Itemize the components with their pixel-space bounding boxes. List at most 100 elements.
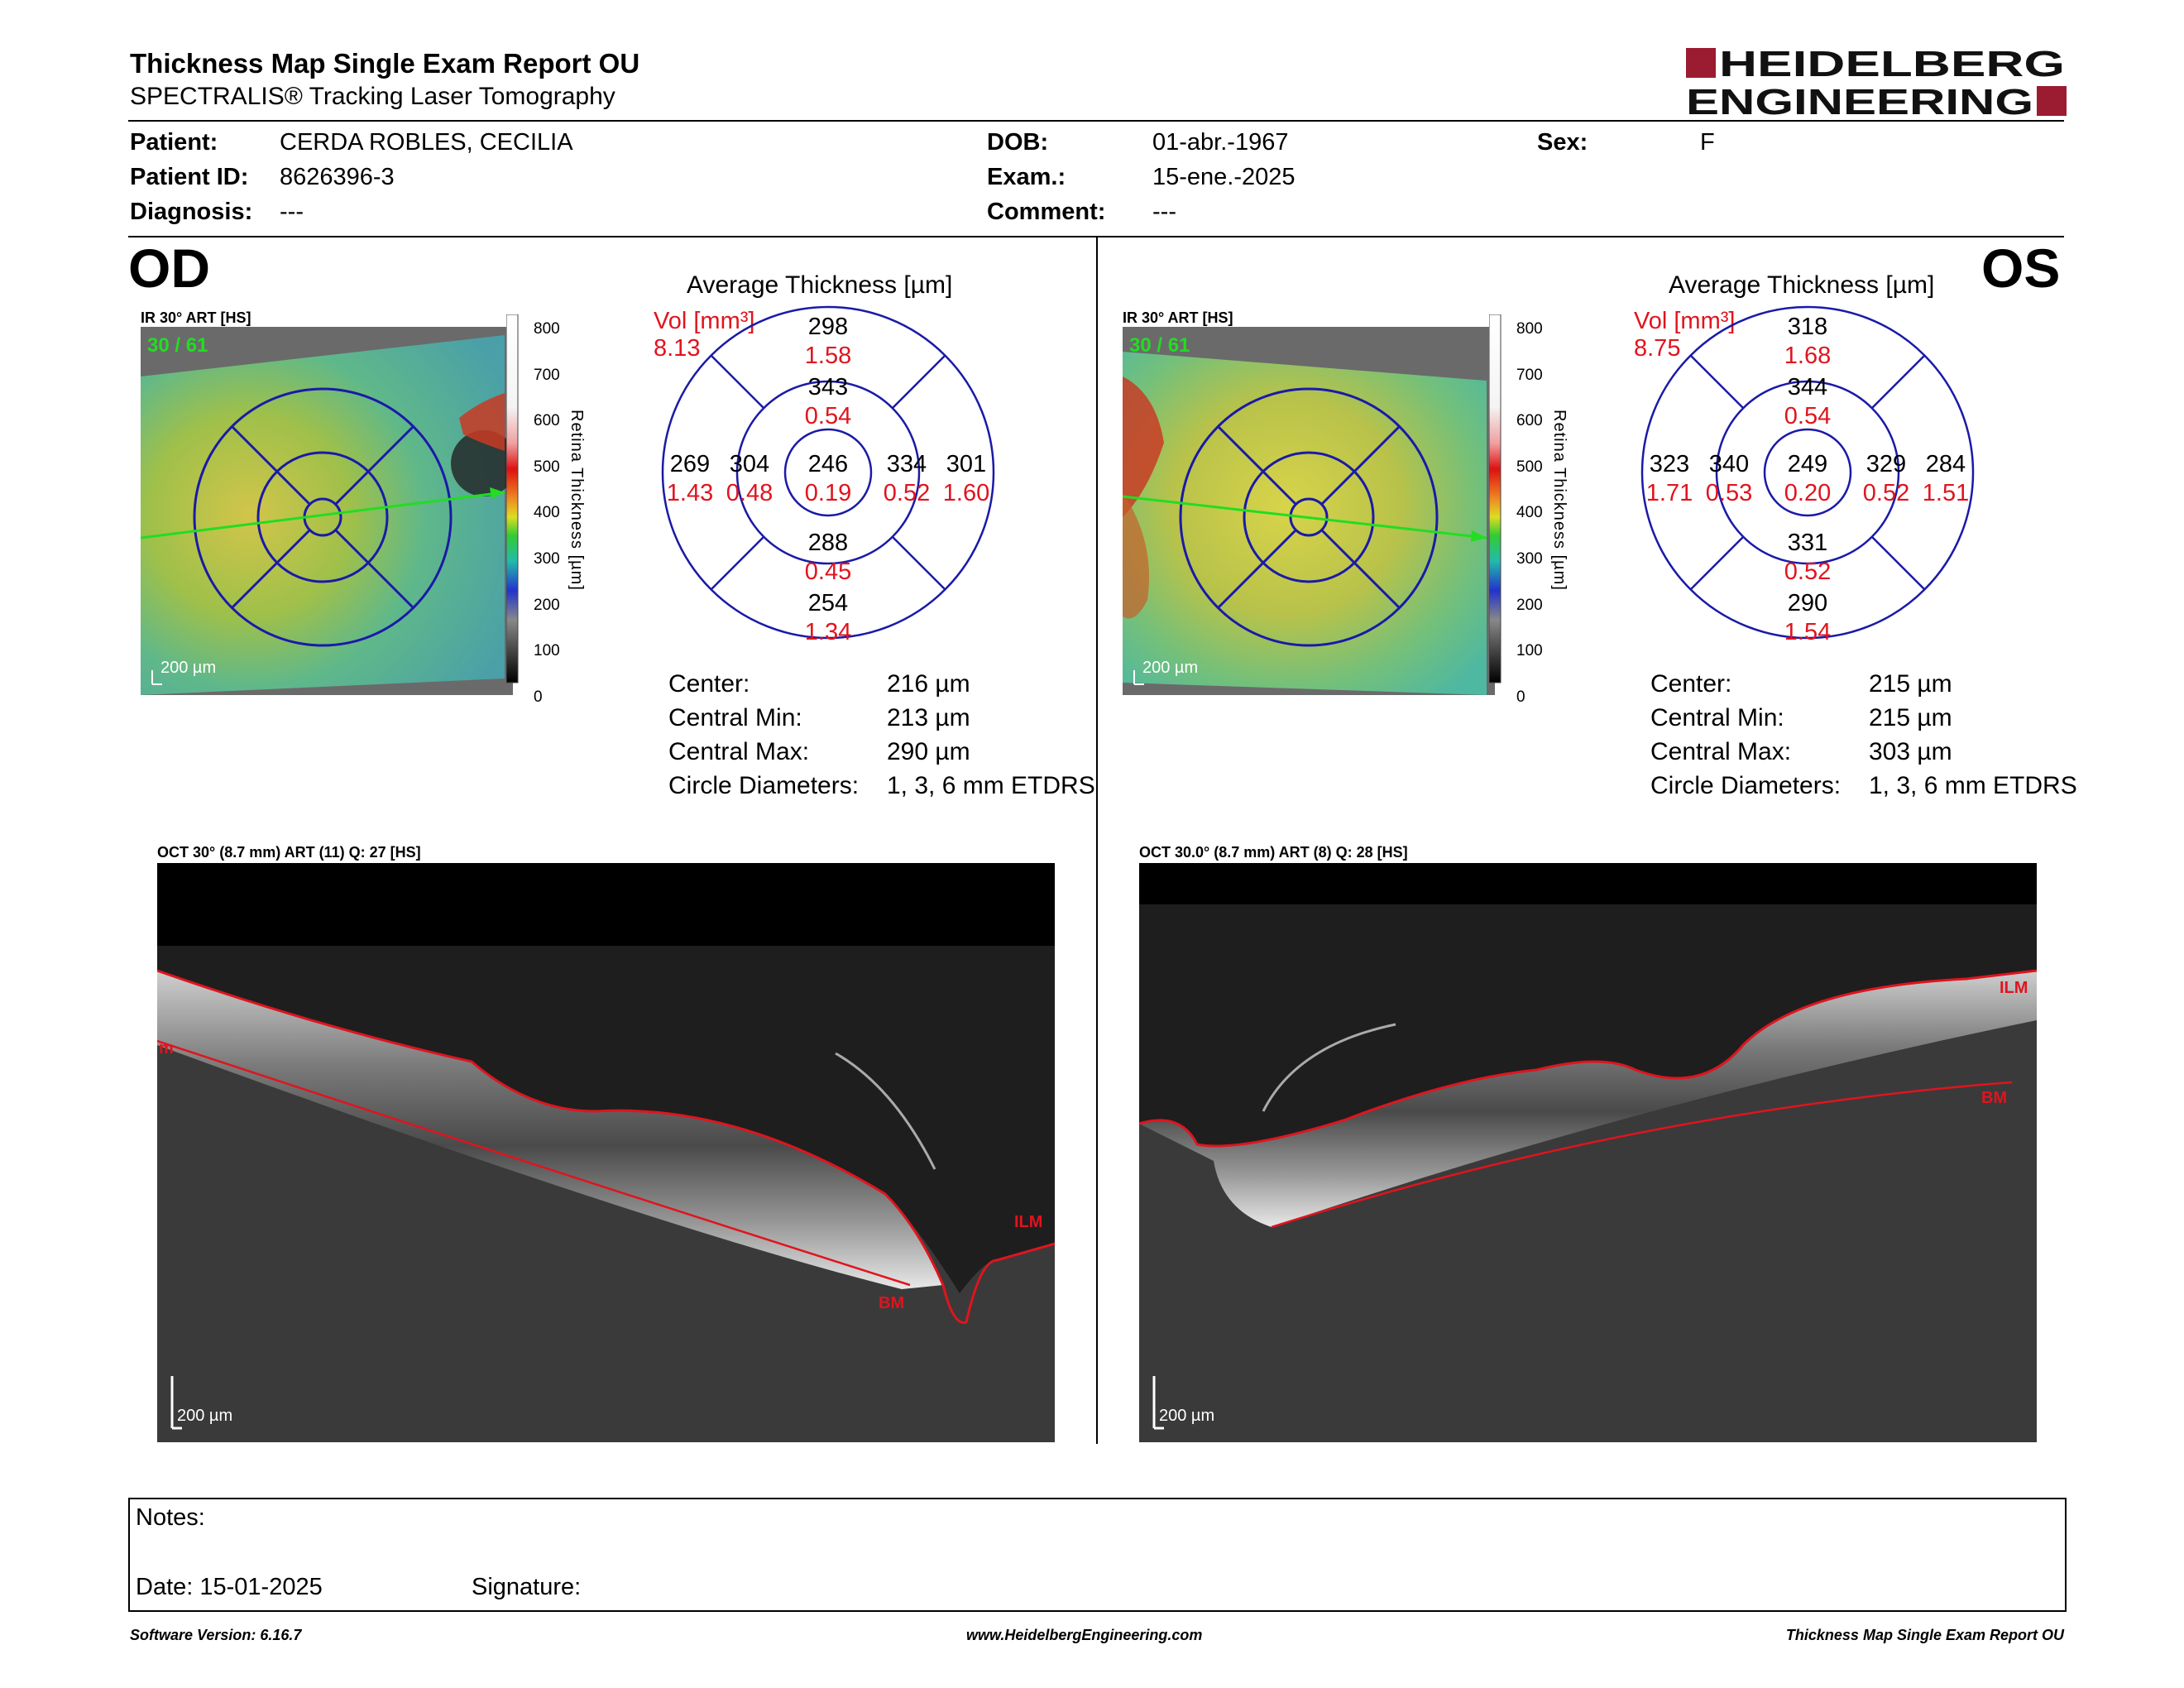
os-inner-left-thickness: 340	[1709, 451, 1749, 477]
logo-line2: ENGINEERING	[1686, 82, 2033, 117]
os-inner-inf-volume: 0.52	[1784, 559, 1831, 585]
od-bm-label: BM	[879, 1294, 904, 1312]
notes-box[interactable]	[128, 1498, 2067, 1612]
sex-value: F	[1700, 129, 1715, 156]
os-etdrs-grid: 318 1.68 344 0.54 249 0.20 340 0.53 323 …	[1640, 305, 1975, 640]
od-cmax-value: 290 µm	[887, 738, 970, 765]
os-ir-scalebar: 200 µm	[1142, 659, 1198, 677]
os-oct-title: OCT 30.0° (8.7 mm) ART (8) Q: 28 [HS]	[1139, 844, 1408, 861]
report-subtitle: SPECTRALIS® Tracking Laser Tomography	[130, 83, 615, 110]
os-vol-label: Vol [mm³]	[1634, 308, 1736, 334]
header-rule	[128, 120, 2064, 122]
os-inner-sup-thickness: 344	[1788, 374, 1827, 400]
od-etdrs-grid: 298 1.58 343 0.54 246 0.19 304 0.48 269 …	[661, 305, 995, 640]
os-scale-ticks: 800 700 600 500 400 300 200 100 0	[1516, 320, 1543, 706]
patient-id: 8626396-3	[280, 164, 395, 190]
os-avg-title: Average Thickness [µm]	[1669, 271, 1935, 299]
od-inner-inf-thickness: 288	[808, 530, 848, 556]
comment-label: Comment:	[987, 199, 1106, 225]
diagnosis-value: ---	[280, 199, 304, 225]
notes-label: Notes:	[136, 1504, 205, 1531]
od-circle-label: Circle Diameters:	[668, 772, 860, 799]
od-ir-title: IR 30° ART [HS]	[141, 309, 251, 326]
od-outer-right-thickness: 301	[946, 451, 986, 477]
dob-value: 01-abr.-1967	[1152, 129, 1289, 156]
date-label: Date: 15-01-2025	[136, 1574, 323, 1600]
exam-value: 15-ene.-2025	[1152, 164, 1296, 190]
od-inner-inf-volume: 0.45	[805, 559, 851, 585]
comment-value: ---	[1152, 199, 1176, 225]
footer-report-name: Thickness Map Single Exam Report OU	[1785, 1627, 2064, 1643]
heidelberg-logo: HEIDELBERG ENGINEERING	[1686, 46, 2067, 117]
os-inner-left-volume: 0.53	[1706, 480, 1752, 506]
os-inner-right-volume: 0.52	[1863, 480, 1909, 506]
od-inner-sup-volume: 0.54	[805, 403, 851, 429]
od-center-volume: 0.19	[805, 480, 851, 506]
od-outer-right-volume: 1.60	[943, 480, 989, 506]
os-outer-inf-volume: 1.54	[1784, 619, 1831, 640]
od-edge-label: m	[159, 1039, 174, 1057]
report-title: Thickness Map Single Exam Report OU	[130, 48, 640, 79]
os-inner-right-thickness: 329	[1866, 451, 1906, 477]
od-cmin-label: Central Min:	[668, 704, 802, 731]
od-cmin-value: 213 µm	[887, 704, 970, 731]
od-cmax-label: Central Max:	[668, 738, 810, 765]
od-outer-sup-thickness: 298	[808, 314, 848, 340]
od-eye-label: OD	[128, 237, 210, 299]
patient-id-label: Patient ID:	[130, 164, 249, 190]
patient-label: Patient:	[130, 129, 218, 156]
software-version: Software Version: 6.16.7	[130, 1627, 302, 1643]
os-ir-title: IR 30° ART [HS]	[1123, 309, 1233, 326]
patient-name: CERDA ROBLES, CECILIA	[280, 129, 573, 156]
od-inner-right-thickness: 334	[887, 451, 927, 477]
os-outer-inf-thickness: 290	[1788, 590, 1827, 616]
od-frame-counter: 30 / 61	[147, 334, 208, 357]
od-scale-ticks: 800 700 600 500 400 300 200 100 0	[534, 320, 560, 706]
os-center-label: Center:	[1650, 670, 1732, 698]
diagnosis-label: Diagnosis:	[130, 199, 253, 225]
logo-line1: HEIDELBERG	[1719, 46, 2065, 84]
od-color-scale	[506, 314, 519, 683]
os-thickness-map: 30 / 61 200 µm	[1123, 327, 1495, 695]
os-bm-label: BM	[1981, 1089, 2007, 1107]
os-center-value: 215 µm	[1869, 670, 1952, 698]
os-center-volume: 0.20	[1784, 480, 1831, 506]
os-cmin-label: Central Min:	[1650, 704, 1784, 731]
od-avg-title: Average Thickness [µm]	[687, 271, 953, 299]
od-ilm-label: ILM	[1014, 1213, 1042, 1231]
od-scale-title: Retina Thickness [µm]	[568, 410, 586, 591]
signature-label: Signature:	[472, 1574, 582, 1600]
center-divider	[1096, 237, 1098, 1444]
od-inner-sup-thickness: 343	[808, 374, 848, 400]
od-inner-left-volume: 0.48	[726, 480, 773, 506]
od-oct-bscan: ILM BM m 200 µm	[157, 863, 1055, 1442]
od-circle-value: 1, 3, 6 mm ETDRS	[887, 772, 1095, 799]
sex-label: Sex:	[1537, 129, 1588, 156]
os-circle-value: 1, 3, 6 mm ETDRS	[1869, 772, 2077, 799]
os-outer-left-volume: 1.71	[1646, 480, 1693, 506]
os-oct-bscan: ILM BM 200 µm	[1139, 863, 2037, 1442]
dob-label: DOB:	[987, 129, 1049, 156]
os-inner-inf-thickness: 331	[1788, 530, 1827, 556]
od-outer-left-thickness: 269	[670, 451, 710, 477]
od-outer-inf-volume: 1.34	[805, 619, 851, 640]
os-inner-sup-volume: 0.54	[1784, 403, 1831, 429]
os-vol-value: 8.75	[1634, 335, 1681, 362]
patient-rule	[128, 236, 2064, 237]
od-outer-left-volume: 1.43	[667, 480, 713, 506]
od-inner-right-volume: 0.52	[884, 480, 930, 506]
od-center-label: Center:	[668, 670, 750, 698]
os-outer-right-volume: 1.51	[1923, 480, 1969, 506]
od-oct-scalebar: 200 µm	[177, 1407, 232, 1425]
os-frame-counter: 30 / 61	[1129, 334, 1190, 357]
os-scale-title: Retina Thickness [µm]	[1550, 410, 1569, 591]
website-link[interactable]: www.HeidelbergEngineering.com	[966, 1627, 1203, 1643]
os-cmin-value: 215 µm	[1869, 704, 1952, 731]
exam-label: Exam.:	[987, 164, 1066, 190]
os-circle-label: Circle Diameters:	[1650, 772, 1842, 799]
os-outer-right-thickness: 284	[1926, 451, 1966, 477]
os-ilm-label: ILM	[2000, 979, 2028, 997]
od-inner-left-thickness: 304	[730, 451, 769, 477]
od-center-value: 216 µm	[887, 670, 970, 698]
od-center-thickness: 246	[808, 451, 848, 477]
